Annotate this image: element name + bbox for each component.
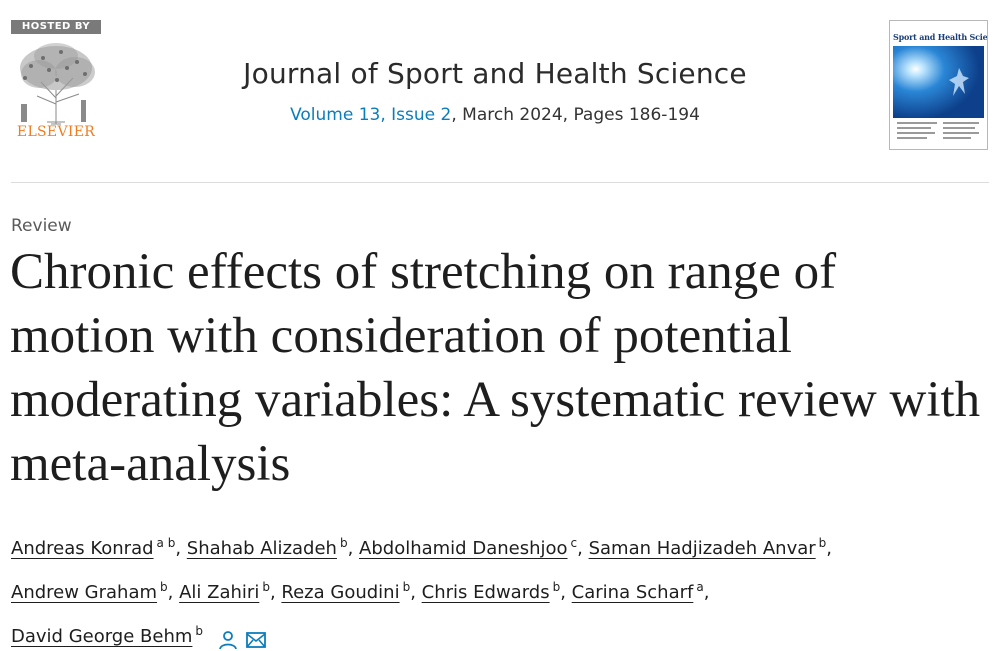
affiliation-marker[interactable]: b — [818, 536, 827, 550]
author-item[interactable]: Andrew Graham b — [11, 580, 168, 603]
author-separator: , — [269, 582, 282, 603]
affiliation-marker[interactable]: b — [402, 580, 411, 594]
issue-line: Volume 13, Issue 2, March 2024, Pages 18… — [200, 105, 790, 125]
author-name[interactable]: Carina Scharf — [571, 582, 694, 603]
author-item[interactable]: Saman Hadjizadeh Anvar b — [588, 536, 827, 559]
author-name[interactable]: Chris Edwards — [421, 582, 550, 603]
email-icon[interactable] — [245, 629, 267, 651]
cover-title: Sport and Health Science — [893, 32, 988, 42]
author-item[interactable]: David George Behm b — [11, 624, 204, 647]
author-name[interactable]: Reza Goudini — [281, 582, 400, 603]
issue-details: , March 2024, Pages 186-194 — [451, 105, 700, 125]
corresponding-author-icons — [217, 621, 273, 651]
header-divider — [11, 182, 989, 183]
affiliation-marker[interactable]: a — [696, 580, 704, 594]
affiliation-marker[interactable]: b — [195, 624, 204, 638]
article-title: Chronic effects of stretching on range o… — [10, 244, 981, 492]
author-separator: , — [826, 538, 833, 559]
author-name[interactable]: Abdolhamid Daneshjoo — [359, 538, 568, 559]
journal-title[interactable]: Journal of Sport and Health Science — [243, 57, 747, 90]
affiliation-marker[interactable]: b — [160, 580, 168, 594]
author-separator: , — [175, 538, 187, 559]
publisher-name: ELSEVIER — [16, 124, 96, 140]
person-icon[interactable] — [217, 629, 239, 651]
author-item[interactable]: Abdolhamid Daneshjoo c — [359, 536, 578, 559]
author-separator: , — [347, 538, 360, 559]
author-item[interactable]: Shahab Alizadeh b — [186, 536, 348, 559]
author-name[interactable]: David George Behm — [11, 626, 193, 647]
volume-issue-link[interactable]: Volume 13, Issue 2 — [290, 105, 452, 125]
author-list: Andreas Konrad a b, Shahab Alizadeh b, Abd… — [11, 524, 981, 651]
author-name[interactable]: Andreas Konrad — [11, 538, 154, 559]
author-separator: , — [703, 582, 710, 603]
author-item[interactable]: Andreas Konrad a b — [11, 536, 176, 559]
author-name[interactable]: Saman Hadjizadeh Anvar — [588, 538, 816, 559]
author-name[interactable]: Andrew Graham — [11, 582, 158, 603]
elsevier-tree-icon — [20, 43, 95, 125]
author-separator: , — [167, 582, 180, 603]
author-item[interactable]: Reza Goudini b — [281, 580, 411, 603]
hosted-by-badge: HOSTED BY — [11, 20, 101, 34]
author-item[interactable]: Ali Zahiri b — [179, 580, 270, 603]
article-type-label: Review — [11, 216, 72, 236]
affiliation-marker[interactable]: a b — [156, 536, 176, 550]
cover-image — [893, 46, 984, 146]
journal-cover-thumbnail[interactable]: Sport and Health Science — [889, 20, 988, 150]
affiliation-marker[interactable]: b — [552, 580, 561, 594]
author-separator: , — [560, 582, 572, 603]
author-separator: , — [577, 538, 589, 559]
author-name[interactable]: Shahab Alizadeh — [186, 538, 337, 559]
publisher-logo[interactable]: HOSTED BY ELSEVIER — [11, 20, 101, 142]
author-item[interactable]: Chris Edwards b — [421, 580, 561, 603]
author-name[interactable]: Ali Zahiri — [179, 582, 260, 603]
author-item[interactable]: Carina Scharf a — [571, 580, 704, 603]
affiliation-marker[interactable]: b — [262, 580, 270, 594]
affiliation-marker[interactable]: b — [339, 536, 348, 550]
author-separator: , — [410, 582, 422, 603]
affiliation-marker[interactable]: c — [570, 536, 578, 550]
